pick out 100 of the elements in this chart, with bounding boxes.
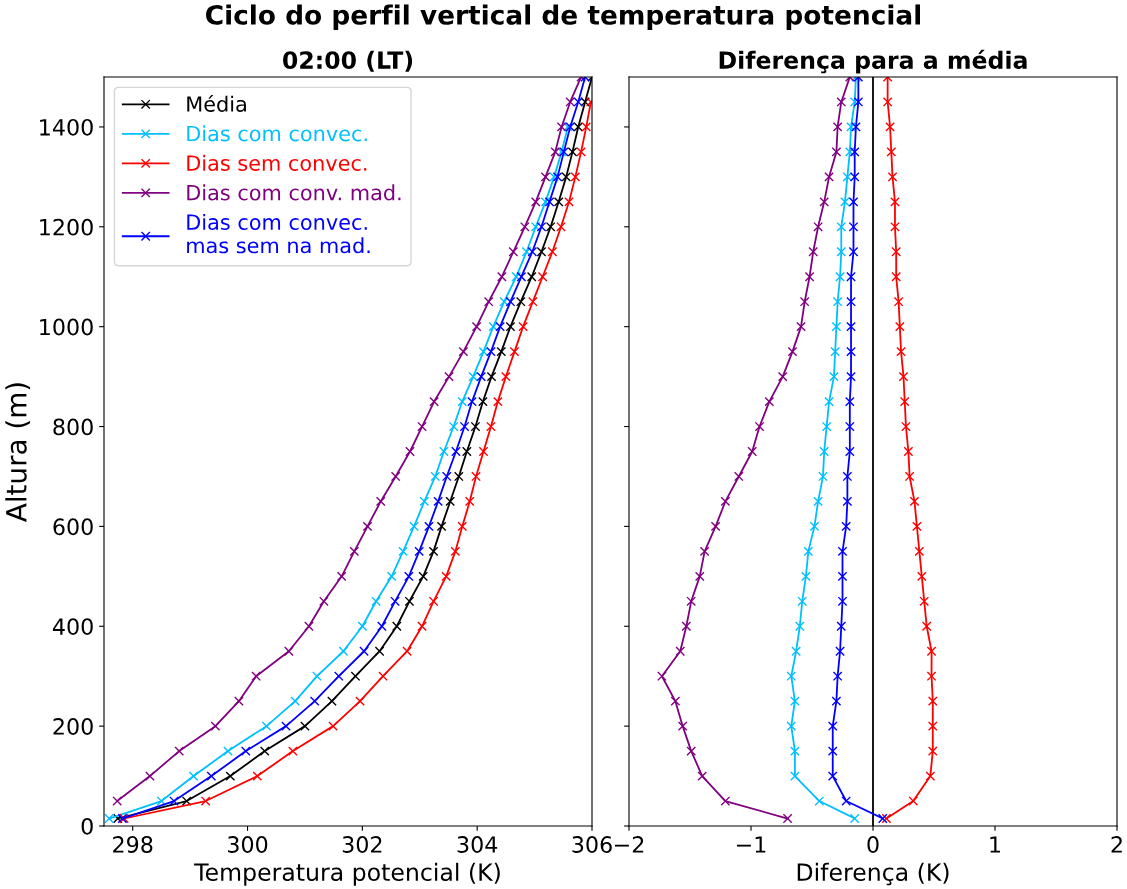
x-tick-label: 306 [572,836,612,853]
point [471,321,482,332]
point [720,796,731,806]
point [754,421,765,432]
point [813,221,823,232]
point [841,521,852,532]
point [808,246,819,257]
point [552,172,563,182]
point [371,596,381,607]
point [819,196,830,207]
point [886,147,897,157]
point [836,246,847,257]
point [573,122,584,132]
point [580,97,590,107]
x-axis-title: Temperatura potencial (K) [194,862,500,886]
point [849,172,860,182]
point [836,621,847,632]
point [467,396,477,407]
point [461,446,472,457]
point [174,746,185,756]
point [846,271,856,282]
point [846,321,856,332]
point [445,496,456,507]
point [831,147,842,157]
point [891,271,902,282]
point [896,346,906,357]
point [916,571,927,582]
point [677,721,688,731]
point [549,172,559,182]
point [234,696,244,707]
point [794,621,805,632]
point [581,122,592,132]
point [259,746,270,756]
point [925,771,936,781]
y-tick-label: 200 [53,718,93,735]
point [894,321,905,332]
point [926,646,937,657]
point [424,521,434,532]
point [556,221,566,232]
point [813,496,823,507]
point [782,813,793,824]
point [697,771,708,781]
point [836,221,847,232]
point [824,172,834,182]
point [818,471,828,482]
point [486,371,497,382]
legend-label: Dias com conv. mad. [187,184,401,201]
point [809,521,820,532]
point [355,696,365,707]
point [390,471,401,482]
chart-subtitle: 02:00 (LT) [283,50,413,72]
point [362,521,373,532]
point [846,346,856,357]
point [790,771,800,781]
point [169,796,179,806]
point [853,97,864,107]
point [848,246,859,257]
point [733,471,744,482]
point [545,221,556,232]
point [304,621,314,632]
chart-title: Ciclo do perfil vertical de temperatura potencial [206,4,921,30]
point [844,446,855,457]
point [890,221,900,232]
point [846,122,856,132]
point [540,172,551,182]
point [844,396,855,407]
x-tick-label: 298 [113,836,153,853]
point [675,646,686,657]
x-tick-label: 2 [1111,836,1122,853]
point [439,446,449,457]
point [842,471,853,482]
point [281,721,291,731]
point [252,771,263,781]
point [801,571,811,582]
point [927,721,938,731]
y-tick-label: 0 [81,817,93,835]
x-axis-title: Diferença (K) [797,862,949,886]
point [495,321,506,332]
point [835,646,845,657]
point [901,421,911,432]
point [496,346,507,357]
point [428,546,439,557]
point [492,396,503,407]
point [837,571,848,582]
point [402,646,412,657]
point [486,346,496,357]
point [887,172,898,182]
point [478,346,489,357]
point [797,596,808,607]
point [564,196,574,207]
y-tick-label: 1400 [40,118,93,136]
point [851,122,861,132]
y-tick-label: 400 [52,618,93,636]
point [530,221,541,232]
point [840,196,850,207]
point [430,471,441,482]
point [720,496,731,507]
point [898,371,909,382]
point [112,796,123,806]
point [404,596,415,607]
